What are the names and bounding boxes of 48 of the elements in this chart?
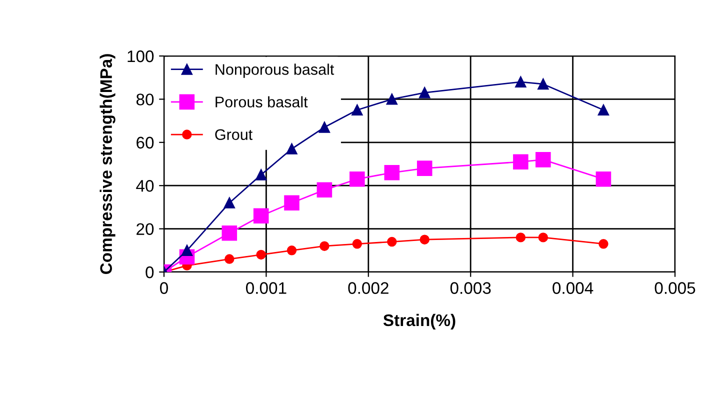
x-tick-label: 0.005 bbox=[654, 282, 696, 294]
point bbox=[181, 244, 193, 256]
x-tick-label: 0.003 bbox=[450, 282, 491, 294]
point bbox=[286, 246, 297, 256]
point bbox=[286, 143, 298, 154]
point bbox=[318, 122, 330, 133]
point bbox=[316, 182, 332, 198]
y-tick-label: 60 bbox=[136, 136, 154, 149]
point bbox=[386, 94, 398, 105]
point bbox=[352, 239, 362, 249]
y-tick-label: 0 bbox=[146, 266, 154, 278]
y-tick-label: 20 bbox=[136, 223, 154, 236]
y-tick-label: 100 bbox=[128, 50, 154, 62]
point bbox=[224, 197, 235, 208]
point bbox=[515, 76, 526, 88]
x-tick-label: 0.004 bbox=[552, 282, 594, 294]
point bbox=[384, 165, 400, 180]
x-tick-label: 0.002 bbox=[348, 282, 388, 294]
y-tick-label: 40 bbox=[136, 180, 154, 192]
point bbox=[350, 171, 365, 187]
x-tick-label: 0.001 bbox=[246, 282, 286, 294]
point bbox=[256, 169, 267, 180]
point bbox=[596, 171, 612, 187]
point bbox=[536, 152, 551, 168]
point bbox=[598, 239, 608, 249]
y-tick-label: 80 bbox=[136, 94, 154, 106]
point bbox=[516, 232, 526, 242]
point bbox=[538, 232, 548, 242]
x-axis-title: Strain(%) bbox=[383, 314, 456, 330]
point bbox=[253, 208, 269, 224]
x-tick-label: 0 bbox=[160, 282, 168, 294]
point bbox=[320, 241, 330, 251]
point bbox=[284, 195, 300, 211]
legend-label: Nonporous basalt bbox=[216, 64, 334, 78]
point bbox=[420, 234, 430, 244]
point bbox=[538, 78, 549, 90]
point bbox=[352, 104, 363, 116]
legend-label: Grout bbox=[215, 129, 253, 140]
point bbox=[224, 254, 234, 264]
point bbox=[598, 104, 610, 116]
point bbox=[513, 154, 528, 170]
point bbox=[222, 225, 238, 241]
point bbox=[256, 250, 266, 260]
point bbox=[416, 160, 432, 176]
point bbox=[419, 87, 430, 98]
legend-label: Porous basalt bbox=[216, 96, 308, 108]
y-axis-title: Compressive strength(MPa) bbox=[100, 54, 116, 274]
point bbox=[387, 236, 397, 247]
